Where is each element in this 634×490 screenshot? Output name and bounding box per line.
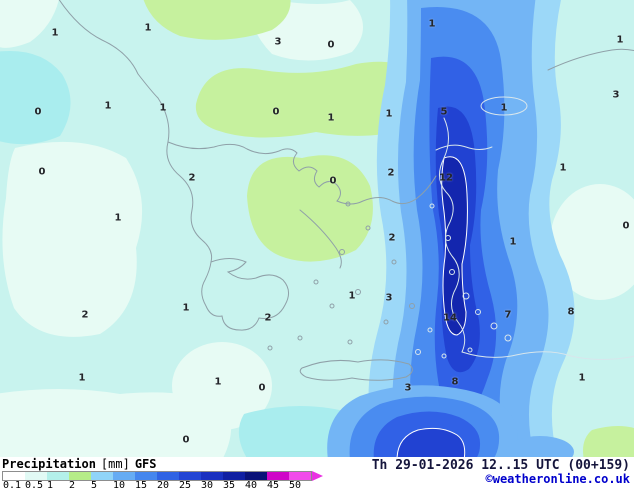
coastlines-anatolia	[415, 96, 634, 360]
precip-value-label: 0	[182, 434, 190, 446]
colorbar-swatches	[2, 471, 312, 481]
precip-value-label: 1	[616, 34, 624, 46]
precip-value-label: 12	[439, 172, 453, 184]
colorbar-tick-label: 30	[201, 480, 214, 490]
colorbar: 0.1 0.5 1 2 5 10 15 20 25 30 35 40 45 50	[2, 471, 323, 490]
legend-unit: [mm]	[100, 457, 130, 471]
coastlines	[58, 0, 634, 381]
precip-value-label: 2	[387, 167, 395, 179]
map-svg	[0, 0, 634, 457]
colorbar-tick-label: 2	[69, 480, 76, 490]
colorbar-swatch	[201, 472, 223, 480]
colorbar-tick-label: 45	[267, 480, 280, 490]
legend: Precipitation [mm] GFS 0.1 0.5 1 2 5 10 15 20 25 30…	[2, 458, 323, 490]
colorbar-tick-label: 20	[157, 480, 170, 490]
colorbar-tick-label: 40	[245, 480, 258, 490]
precip-value-label: 1	[348, 290, 356, 302]
colorbar-tick-labels: 0.1 0.5 1 2 5 10 15 20 25 30 35 40 45 50	[3, 481, 323, 490]
precip-value-label: 1	[214, 376, 222, 388]
precip-value-label: 2	[188, 172, 196, 184]
precip-value-label: 3	[274, 36, 282, 48]
precip-value-label: 1	[500, 102, 508, 114]
precip-value-label: 8	[567, 306, 575, 318]
colorbar-tick-label: 0.1	[3, 480, 22, 490]
precip-value-label: 1	[78, 372, 86, 384]
precip-value-label: 3	[385, 292, 393, 304]
precip-value-label: 5	[440, 106, 448, 118]
model-name: GFS	[134, 457, 157, 471]
precip-field-light	[0, 0, 634, 457]
footer-info: Th 29-01-2026 12..15 UTC (00+159) ©weath…	[372, 458, 630, 490]
precip-value-label: 8	[451, 376, 459, 388]
colorbar-tick-label: 50	[289, 480, 302, 490]
colorbar-swatch	[157, 472, 179, 480]
colorbar-swatch	[223, 472, 245, 480]
colorbar-tick-label: 1	[47, 480, 54, 490]
precip-value-label: 1	[428, 18, 436, 30]
colorbar-swatch	[245, 472, 267, 480]
precipitation-map: 1 1 3 0 1 1 0 1 1 0 1 1 5 1 3 0 2 0 2 12 1 1 2 1 0 2 1 2 1 3 14 7 8 1 1 0 3 8…	[0, 0, 634, 457]
colorbar-swatch	[91, 472, 113, 480]
colorbar-swatch	[47, 472, 69, 480]
precip-value-label: 1	[509, 236, 517, 248]
precip-value-label: 1	[104, 100, 112, 112]
precip-value-label: 2	[264, 312, 272, 324]
colorbar-swatch	[267, 472, 289, 480]
precip-field-blue-band	[368, 0, 575, 457]
precip-value-label: 1	[51, 27, 59, 39]
colorbar-tick-label: 5	[91, 480, 98, 490]
colorbar-swatch	[135, 472, 157, 480]
precip-field-south-blob	[327, 385, 574, 457]
colorbar-swatch	[289, 472, 311, 480]
precip-value-label: 1	[144, 22, 152, 34]
precip-value-label: 1	[327, 112, 335, 124]
precip-value-label: 3	[612, 89, 620, 101]
precip-value-label: 2	[81, 309, 89, 321]
precip-field-green	[143, 0, 634, 457]
precip-value-label: 7	[504, 309, 512, 321]
colorbar-arrow-icon	[312, 471, 323, 481]
colorbar-swatch	[179, 472, 201, 480]
precip-value-label: 1	[114, 212, 122, 224]
colorbar-tick-label: 0.5	[25, 480, 44, 490]
precip-value-label: 0	[258, 382, 266, 394]
precip-value-label: 0	[38, 166, 46, 178]
precip-value-label: 0	[272, 106, 280, 118]
colorbar-tick-label: 10	[113, 480, 126, 490]
legend-title: Precipitation	[2, 457, 96, 471]
copyright-link[interactable]: ©weatheronline.co.uk	[485, 472, 631, 486]
legend-title-row: Precipitation [mm] GFS	[2, 458, 323, 470]
colorbar-swatch	[113, 472, 135, 480]
precip-value-label: 1	[182, 302, 190, 314]
precip-value-label: 1	[159, 102, 167, 114]
timestamp: Th 29-01-2026 12..15 UTC (00+159)	[371, 458, 630, 473]
precip-value-label: 14	[443, 312, 457, 324]
colorbar-swatch	[25, 472, 47, 480]
precip-value-label: 1	[578, 372, 586, 384]
colorbar-row	[2, 471, 323, 481]
precip-value-label: 0	[327, 39, 335, 51]
legend-bar: Precipitation [mm] GFS 0.1 0.5 1 2 5 10 15 20 25 30…	[0, 457, 634, 490]
precip-value-label: 0	[34, 106, 42, 118]
precip-value-label: 2	[388, 232, 396, 244]
precip-value-label: 0	[622, 220, 630, 232]
precip-value-label: 0	[329, 175, 337, 187]
colorbar-tick-label: 25	[179, 480, 192, 490]
colorbar-tick-label: 15	[135, 480, 148, 490]
precip-value-label: 1	[559, 162, 567, 174]
colorbar-swatch	[3, 472, 25, 480]
colorbar-swatch	[69, 472, 91, 480]
precip-value-label: 3	[404, 382, 412, 394]
colorbar-tick-label: 35	[223, 480, 236, 490]
precip-value-label: 1	[385, 108, 393, 120]
